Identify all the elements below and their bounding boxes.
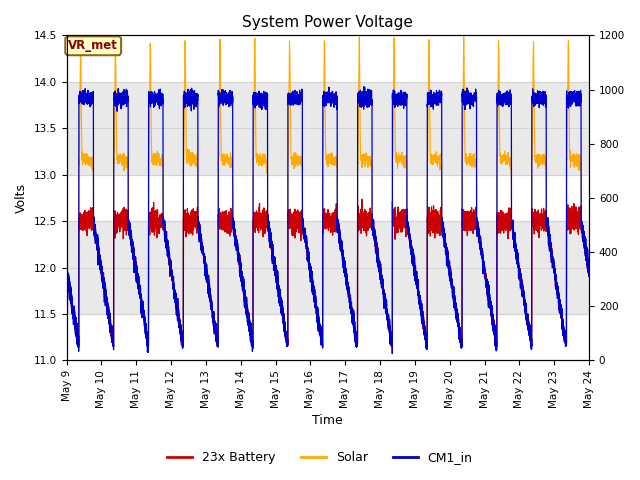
Bar — [67, 221, 589, 314]
X-axis label: Time: Time — [312, 414, 343, 427]
Text: VR_met: VR_met — [68, 39, 118, 52]
Y-axis label: Volts: Volts — [15, 183, 28, 213]
Legend: 23x Battery, Solar, CM1_in: 23x Battery, Solar, CM1_in — [163, 446, 477, 469]
Bar — [67, 82, 589, 175]
Title: System Power Voltage: System Power Voltage — [243, 15, 413, 30]
